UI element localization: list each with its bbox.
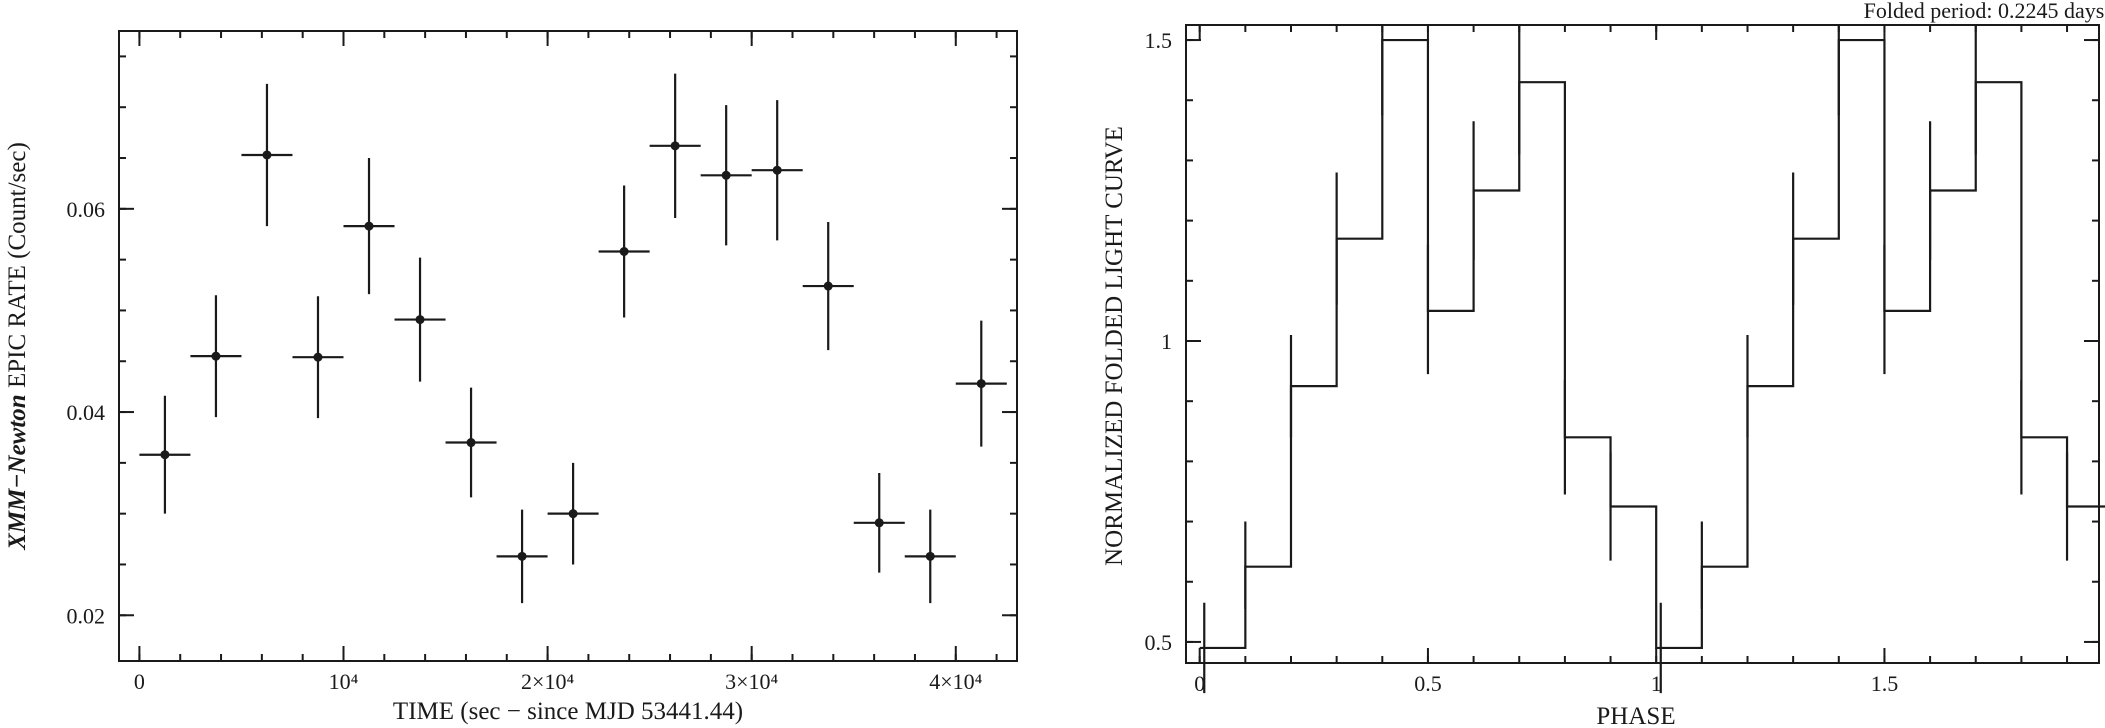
right-x-tick-label: 0.5 xyxy=(1414,671,1442,696)
point-marker xyxy=(670,141,680,151)
point-marker xyxy=(415,315,425,325)
right-x-tick-label: 1.5 xyxy=(1871,671,1899,696)
right-axis-ticks: 0 0.5 1 1.5 0.5 1 1.5 xyxy=(1145,25,2099,696)
right-x-tick-label: 1 xyxy=(1651,671,1662,696)
point-marker xyxy=(517,551,527,561)
right-y-tick-label: 0.5 xyxy=(1145,630,1173,655)
point-marker xyxy=(721,170,731,180)
data-point xyxy=(904,509,956,604)
point-marker xyxy=(874,518,884,528)
data-point xyxy=(649,73,701,218)
point-marker xyxy=(211,351,221,361)
left-plot-marks xyxy=(139,73,1007,604)
data-point xyxy=(598,185,650,318)
data-point xyxy=(751,100,803,241)
left-x-axis-label: TIME (sec − since MJD 53441.44) xyxy=(393,698,743,725)
left-y-tick-label: 0.04 xyxy=(67,400,106,425)
point-marker xyxy=(313,352,323,362)
point-marker xyxy=(466,438,476,448)
right-y-tick-label: 1 xyxy=(1161,329,1172,354)
right-panel-folded: 0 0.5 1 1.5 0.5 1 1.5 PHASE NORMALIZED FOLDED … xyxy=(1101,0,2105,728)
left-axis-ticks: 0 10⁴ 2×10⁴ 3×10⁴ 4×10⁴ 0.02 0.04 0.06 xyxy=(67,31,1017,694)
right-x-tick-label: 0 xyxy=(1194,671,1205,696)
left-y-tick-label: 0.02 xyxy=(67,603,106,628)
point-marker xyxy=(823,281,833,291)
data-point xyxy=(700,105,752,246)
left-plot-frame xyxy=(118,30,1018,662)
data-point xyxy=(445,387,497,498)
data-point xyxy=(853,473,905,573)
left-y-tick-label: 0.06 xyxy=(67,197,106,222)
point-marker xyxy=(262,150,272,160)
left-y-axis-label-instrument: XMM−Newton xyxy=(4,394,31,550)
data-point xyxy=(955,320,1007,447)
left-x-tick-label: 0 xyxy=(134,669,145,694)
right-y-tick-label: 1.5 xyxy=(1145,28,1173,53)
left-y-axis-label: XMM−Newton EPIC RATE (Count/sec) xyxy=(4,142,31,551)
right-plot-marks xyxy=(1199,25,2105,694)
right-y-axis-label: NORMALIZED FOLDED LIGHT CURVE xyxy=(1101,126,1128,566)
data-point xyxy=(496,509,548,604)
right-plot-frame xyxy=(1185,24,2100,664)
point-marker xyxy=(976,379,986,389)
data-point xyxy=(292,296,344,419)
left-y-axis-label-quantity: EPIC RATE (Count/sec) xyxy=(4,142,31,394)
data-point xyxy=(394,257,446,382)
left-x-tick-label: 4×10⁴ xyxy=(929,669,982,694)
folded-light-curve-step xyxy=(1199,38,2105,650)
left-x-tick-label: 2×10⁴ xyxy=(521,669,574,694)
point-marker xyxy=(364,221,374,231)
point-marker xyxy=(772,165,782,175)
data-point xyxy=(547,462,599,565)
data-point xyxy=(802,222,854,351)
point-marker xyxy=(925,551,935,561)
data-point xyxy=(241,83,293,227)
data-point xyxy=(190,295,242,418)
data-point xyxy=(139,395,191,514)
point-marker xyxy=(568,509,578,519)
data-point xyxy=(343,158,395,295)
point-marker xyxy=(619,247,629,256)
left-x-tick-label: 3×10⁴ xyxy=(725,669,778,694)
left-panel-lightcurve: 0 10⁴ 2×10⁴ 3×10⁴ 4×10⁴ 0.02 0.04 0.06 TIME (se… xyxy=(4,30,1018,725)
point-marker xyxy=(160,450,170,460)
right-plot-title: Folded period: 0.2245 days xyxy=(1864,0,2105,23)
left-x-tick-label: 10⁴ xyxy=(329,669,359,694)
right-x-axis-label: PHASE xyxy=(1596,703,1675,728)
